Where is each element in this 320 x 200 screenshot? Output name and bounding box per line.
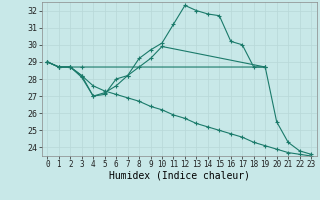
X-axis label: Humidex (Indice chaleur): Humidex (Indice chaleur) [109,171,250,181]
